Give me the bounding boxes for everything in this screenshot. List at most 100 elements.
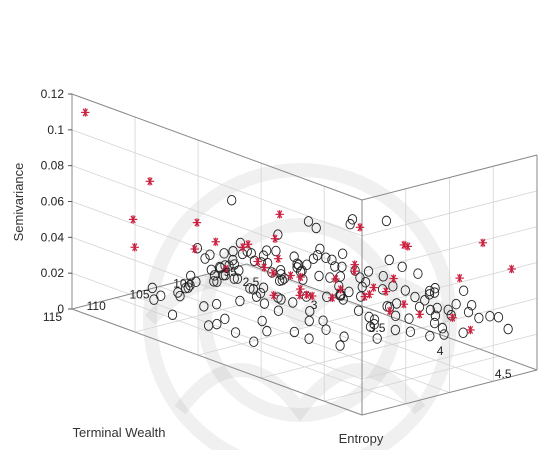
- z-tick-label: 0.02: [41, 266, 65, 280]
- scatter-point-circle: [413, 268, 423, 279]
- scatter-point-circle: [437, 322, 448, 334]
- scatter-point-circle: [397, 261, 407, 273]
- scatter-point-circle: [259, 298, 270, 309]
- scatter-point-circle: [381, 215, 392, 227]
- scatter-point-circle: [303, 216, 314, 227]
- scatter-point-star: [350, 267, 359, 276]
- scatter-point-star: [307, 291, 317, 301]
- scatter-point-circle: [257, 315, 267, 327]
- scatter-point-circle: [304, 315, 314, 327]
- scatter-point-circle: [175, 290, 185, 302]
- scatter-point-star: [130, 243, 139, 252]
- scatter-point-circle: [327, 254, 337, 266]
- scatter-point-circle: [363, 266, 374, 277]
- scatter-point-circle: [232, 273, 243, 284]
- scatter-point-circle: [424, 289, 435, 300]
- grid-line: [71, 272, 363, 380]
- scatter-point-star: [389, 274, 398, 283]
- grid-line: [197, 309, 374, 356]
- scatter-point-circle: [355, 272, 365, 283]
- scatter-point-circle: [459, 285, 469, 296]
- scatter-point-circle: [191, 276, 201, 287]
- scatter-point-circle: [384, 254, 394, 266]
- scatter-point-star: [507, 264, 516, 274]
- scatter-point-circle: [430, 282, 440, 294]
- axis-box-edge: [246, 263, 538, 371]
- scatter-point-circle: [325, 272, 335, 283]
- axis-box-edge: [71, 93, 363, 201]
- scatter-point-circle: [405, 326, 416, 337]
- scatter-point-star: [360, 292, 369, 301]
- grid-line: [71, 165, 363, 273]
- scatter-point-circle: [420, 294, 430, 306]
- scatter-point-circle: [229, 273, 239, 284]
- scatter-point-circle: [276, 264, 286, 276]
- x-tick-label: 105: [129, 288, 149, 302]
- scatter-point-star: [399, 300, 409, 309]
- scatter-point-circle: [364, 311, 374, 323]
- scatter-point-star: [253, 257, 262, 266]
- scatter-point-circle: [474, 312, 484, 324]
- scatter-point-circle: [432, 302, 442, 314]
- scatter-point-circle: [276, 294, 286, 305]
- z-tick-label: 0: [57, 302, 64, 316]
- scatter-point-circle: [493, 311, 504, 323]
- scatter-point-star: [211, 237, 220, 246]
- scatter-point-circle: [321, 252, 331, 263]
- scatter-point-circle: [273, 229, 283, 240]
- z-tick-label: 0.06: [41, 195, 65, 209]
- scatter-point-star: [221, 264, 231, 274]
- z-tick-label: 0.1: [47, 123, 64, 137]
- scatter-point-circle: [167, 309, 178, 321]
- scatter-point-star: [296, 272, 305, 282]
- scatter-point-circle: [156, 290, 166, 301]
- scatter-point-star: [296, 284, 305, 294]
- scatter-point-circle: [205, 249, 215, 261]
- scatter-point-star: [145, 177, 155, 186]
- x-axis-label: Terminal Wealth: [73, 425, 166, 440]
- scatter-point-star: [466, 325, 475, 335]
- scatter-point-circle: [430, 310, 441, 321]
- z-axis-label: Semivariance: [11, 163, 26, 242]
- scatter-point-circle: [229, 259, 240, 270]
- scatter-point-star: [243, 240, 253, 249]
- scatter-point-circle: [330, 261, 340, 272]
- scatter-point-star: [448, 313, 457, 322]
- y-tick-label: 3.5: [369, 321, 386, 335]
- scatter-point-star: [190, 244, 199, 254]
- axes-box-and-grid: [71, 93, 538, 416]
- scatter-point-circle: [344, 286, 354, 298]
- scatter-point-circle: [353, 305, 364, 316]
- scatter-point-circle: [200, 253, 210, 264]
- scatter-point-circle: [173, 287, 183, 298]
- scatter-point-circle: [429, 287, 440, 298]
- x-tick-label: 115: [43, 310, 62, 324]
- y-tick-label: 3: [311, 298, 318, 312]
- watermark-ornament: [143, 163, 457, 450]
- y-tick-label: 4: [437, 344, 444, 358]
- scatter-point-circle: [147, 282, 157, 294]
- x-tick-label: 95: [224, 265, 238, 279]
- axis-box-edge: [71, 308, 363, 416]
- scatter-point-circle: [390, 310, 401, 322]
- x-tick-label: 100: [173, 276, 193, 290]
- scatter-point-star: [455, 273, 464, 283]
- tick-labels: 0 0.02 0.04 0.06 0.08 0.1 0.12 95 100 105 110 115 2.…: [41, 87, 512, 381]
- y-tick-label: 4.5: [495, 367, 512, 381]
- scatter-point-star: [331, 274, 340, 284]
- grid-line: [71, 129, 363, 237]
- scatter-point-star: [128, 215, 138, 224]
- scatter-point-circle: [314, 270, 324, 282]
- scatter-point-circle: [211, 298, 222, 310]
- scatter-point-circle: [212, 318, 222, 330]
- y-tick-label: 2.5: [243, 275, 260, 289]
- scatter-point-circle: [425, 285, 435, 297]
- scatter-point-star: [268, 268, 278, 278]
- scatter-point-circle: [273, 305, 284, 316]
- scatter-point-circle: [451, 298, 461, 310]
- scatter-point-circle: [388, 280, 398, 292]
- scatter-point-star: [336, 285, 345, 294]
- scatter-point-circle: [261, 245, 272, 256]
- grid-line: [71, 201, 363, 308]
